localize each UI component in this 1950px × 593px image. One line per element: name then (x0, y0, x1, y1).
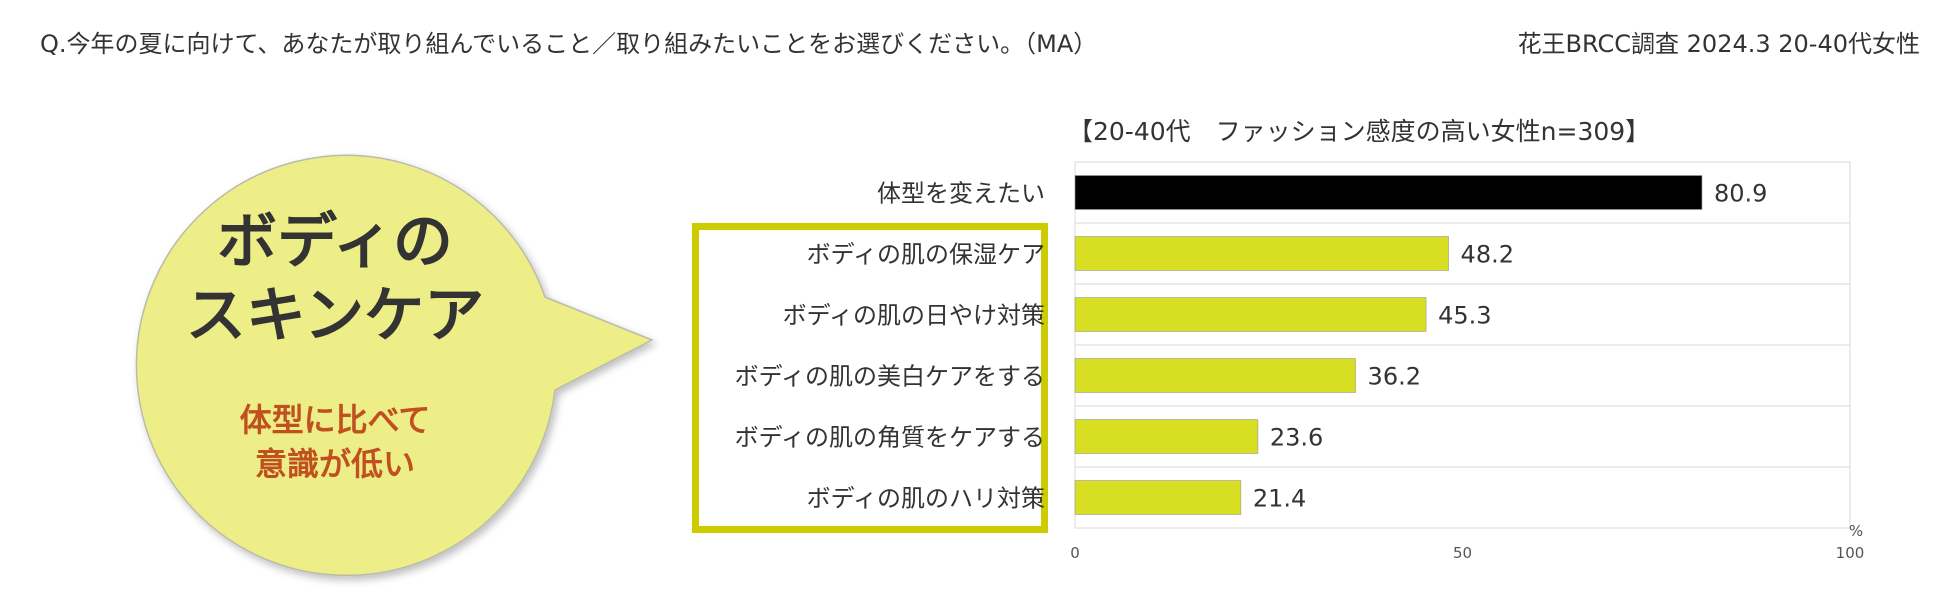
callout-subtitle-line-2: 意識が低い (254, 445, 415, 483)
value-label: 80.9 (1714, 180, 1767, 208)
value-label: 36.2 (1368, 363, 1421, 391)
callout-subtitle-line-1: 体型に比べて (239, 401, 431, 439)
axis-unit-label: % (1849, 522, 1863, 540)
value-label: 21.4 (1253, 485, 1306, 513)
bar (1074, 480, 1242, 515)
callout-title: ボディの スキンケア (140, 205, 530, 353)
category-label: ボディの肌の美白ケアをする (735, 363, 1045, 391)
question-text: Q.今年の夏に向けて、あなたが取り組んでいること／取り組みたいことをお選びくださ… (40, 30, 1098, 58)
value-label: 48.2 (1461, 241, 1514, 269)
source-text: 花王BRCC調査 2024.3 20-40代女性 (1517, 30, 1920, 58)
category-label: ボディの肌の保湿ケア (807, 241, 1045, 269)
axis-tick-label: 100 (1836, 544, 1865, 562)
chart-title: 【20-40代 ファッション感度の高い女性n=309】 (1068, 117, 1651, 146)
bar (1074, 236, 1449, 271)
bar (1074, 297, 1427, 332)
highlight-box (692, 223, 1048, 533)
category-label: ボディの肌の角質をケアする (735, 424, 1045, 452)
bar (1074, 358, 1356, 393)
bar (1074, 419, 1259, 454)
speech-bubble (135, 154, 654, 577)
value-label: 45.3 (1438, 302, 1491, 330)
value-label: 23.6 (1270, 424, 1323, 452)
category-label: ボディの肌のハリ対策 (807, 485, 1045, 513)
axis-tick-label: 0 (1070, 544, 1080, 562)
callout-title-line-2: スキンケア (185, 281, 485, 351)
callout-title-line-1: ボディの (217, 207, 453, 277)
callout-subtitle: 体型に比べて 意識が低い (140, 398, 530, 486)
category-label: ボディの肌の日やけ対策 (783, 302, 1045, 330)
axis-tick-label: 50 (1453, 544, 1472, 562)
bar (1074, 175, 1703, 210)
category-label: 体型を変えたい (877, 180, 1045, 208)
